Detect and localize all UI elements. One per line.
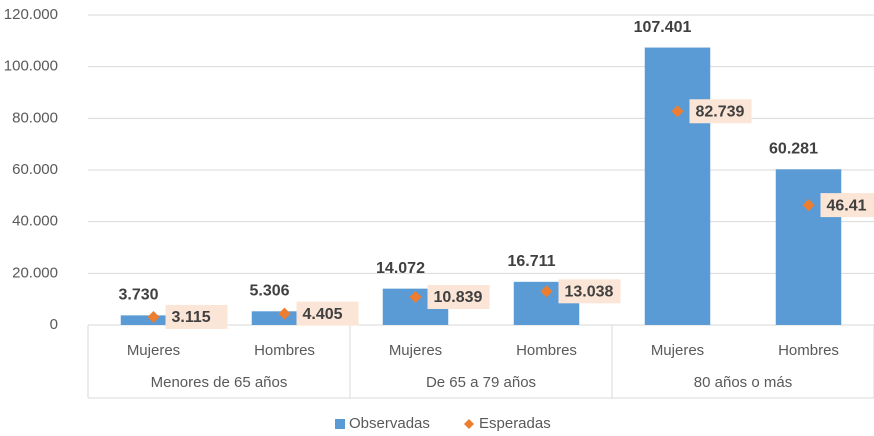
bar-value-label: 14.072 [376,260,425,277]
marker-value-label: 46.41 [827,197,867,214]
label-box [165,304,228,329]
x-tick-label: Mujeres [127,342,180,359]
y-tick-label: 40.000 [12,213,58,230]
group-label: De 65 a 79 años [426,374,536,391]
label-box [820,193,874,218]
y-tick-label: 100.000 [4,58,58,75]
label-box [558,279,621,304]
x-tick-label: Mujeres [651,342,704,359]
x-tick-label: Hombres [778,342,839,359]
marker-value-label: 82.739 [696,103,745,120]
y-tick-label: 60.000 [12,161,58,178]
marker [671,105,684,118]
marker [540,285,553,298]
marker-value-label: 10.839 [434,289,483,306]
bar-value-label: 16.711 [507,253,555,270]
legend-swatch [464,419,474,429]
y-tick-label: 20.000 [12,264,58,281]
marker-value-label: 13.038 [565,284,614,301]
marker-value-label: 3.115 [172,309,211,326]
legend-swatch [335,419,345,429]
bar-value-label: 3.730 [118,287,158,304]
label-box [296,301,359,326]
marker [278,307,291,320]
legend-label: Observadas [349,415,430,432]
bar [644,47,711,325]
bar-value-label: 60.281 [769,140,818,157]
marker [409,290,422,303]
bar [775,169,842,325]
y-tick-label: 120.000 [4,6,58,23]
label-box [689,99,752,124]
y-tick-label: 80.000 [12,109,58,126]
marker [147,310,160,323]
x-tick-label: Mujeres [389,342,442,359]
legend-label: Esperadas [479,415,551,432]
group-label: 80 años o más [694,374,792,391]
bar-value-label: 5.306 [249,283,289,300]
group-label: Menores de 65 años [151,374,288,391]
x-tick-label: Hombres [516,342,577,359]
bar-value-label: 107.401 [634,19,692,36]
marker [802,199,815,212]
marker-value-label: 4.405 [303,306,343,323]
y-tick-label: 0 [50,316,58,333]
x-tick-label: Hombres [254,342,315,359]
label-box [427,284,490,309]
